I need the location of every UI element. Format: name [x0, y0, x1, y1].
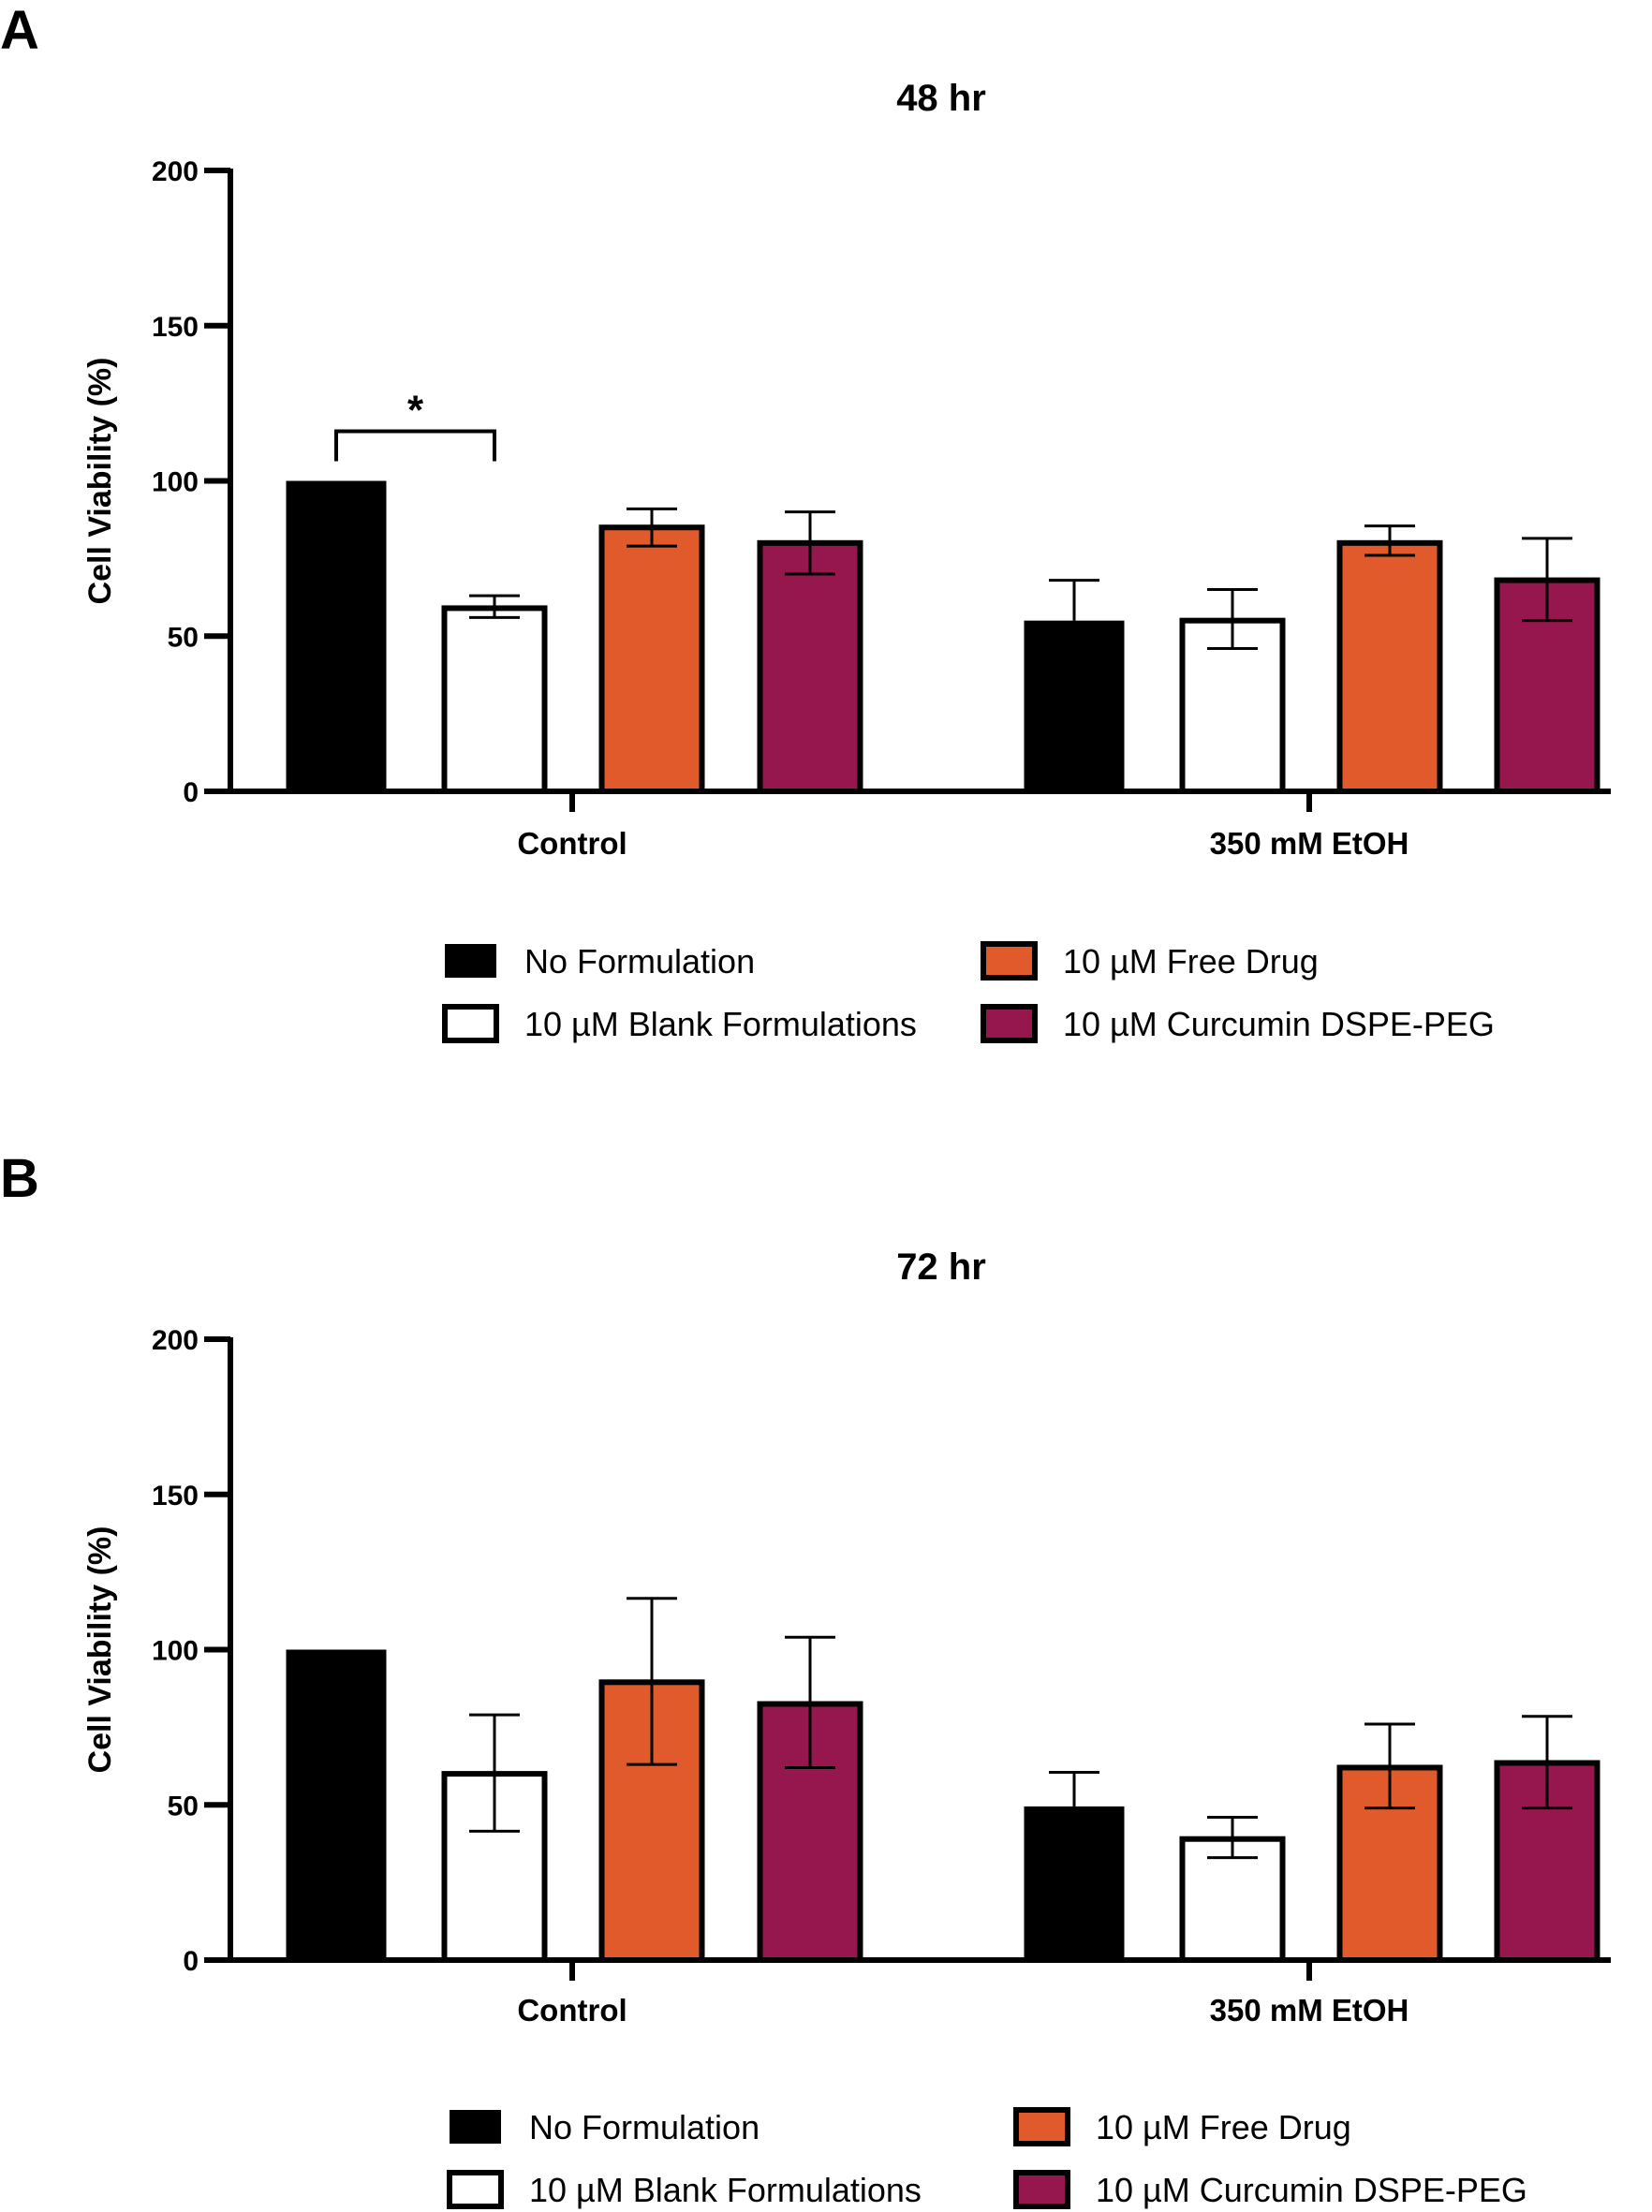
panel-b: B 72 hr Cell Viability (%) 0 50 100 150 200 Con… [0, 1114, 1652, 2212]
panel-letter-b: B [0, 1148, 39, 1209]
y-tick-label: 50 [168, 1791, 199, 1821]
x-tick-label: 350 mM EtOH [1210, 1993, 1409, 2028]
legend-label: No Formulation [524, 942, 755, 981]
y-tick-label: 0 [183, 1946, 199, 1977]
chart-48hr: 48 hr Cell Viability (%) 0 50 100 150 200 Contr… [82, 78, 1611, 1043]
chart-title: 72 hr [896, 1246, 986, 1288]
panel-a: A 48 hr Cell Viability (%) 0 50 100 150 200 Con… [0, 0, 1611, 1043]
legend-label: 10 µM Curcumin DSPE-PEG [1063, 1005, 1495, 1043]
panel-letter-a: A [0, 0, 39, 61]
chart-72hr: 72 hr Cell Viability (%) 0 50 100 150 200 Contr… [82, 1246, 1611, 2209]
bar [757, 1701, 863, 1963]
y-tick-label: 100 [152, 1636, 199, 1667]
legend-swatch [450, 2110, 501, 2144]
legend-label: 10 µM Free Drug [1096, 2108, 1351, 2146]
y-axis-label: Cell Viability (%) [82, 358, 118, 605]
x-tick-label: 350 mM EtOH [1210, 826, 1409, 861]
y-tick-label: 200 [152, 1325, 199, 1356]
bar [286, 1649, 387, 1960]
y-tick-label: 150 [152, 312, 199, 343]
legend-label: 10 µM Blank Formulations [529, 2171, 922, 2209]
significance-marker: * [407, 387, 424, 433]
legend-swatch [981, 1004, 1038, 1043]
x-tick-label: Control [517, 1993, 627, 2028]
bar [1024, 1806, 1125, 1960]
legend-swatch [442, 1004, 499, 1043]
legend-swatch [447, 2170, 504, 2209]
bar [1494, 1760, 1600, 1963]
bar [1024, 620, 1125, 791]
y-tick-label: 200 [152, 156, 199, 187]
y-tick-label: 0 [183, 777, 199, 808]
bar [598, 1679, 705, 1963]
bar [1179, 1836, 1286, 1964]
y-tick-label: 50 [168, 622, 199, 653]
legend-label: No Formulation [529, 2108, 760, 2146]
chart-title: 48 hr [896, 78, 986, 119]
bar [757, 539, 863, 794]
x-tick-label: Control [517, 826, 627, 861]
legend-swatch [1013, 2170, 1070, 2209]
significance-bracket [334, 429, 496, 462]
legend-label: 10 µM Free Drug [1063, 942, 1319, 981]
legend-swatch [445, 944, 496, 978]
legend-label: 10 µM Blank Formulations [524, 1005, 917, 1043]
y-tick-label: 150 [152, 1481, 199, 1512]
y-tick-label: 100 [152, 467, 199, 498]
legend-label: 10 µM Curcumin DSPE-PEG [1096, 2171, 1527, 2209]
y-axis-label: Cell Viability (%) [82, 1526, 118, 1774]
legend-swatch [1013, 2107, 1070, 2146]
bar [1336, 539, 1443, 794]
bar [286, 480, 387, 791]
legend-swatch [981, 941, 1038, 981]
bar [441, 605, 548, 794]
bar [598, 524, 705, 794]
